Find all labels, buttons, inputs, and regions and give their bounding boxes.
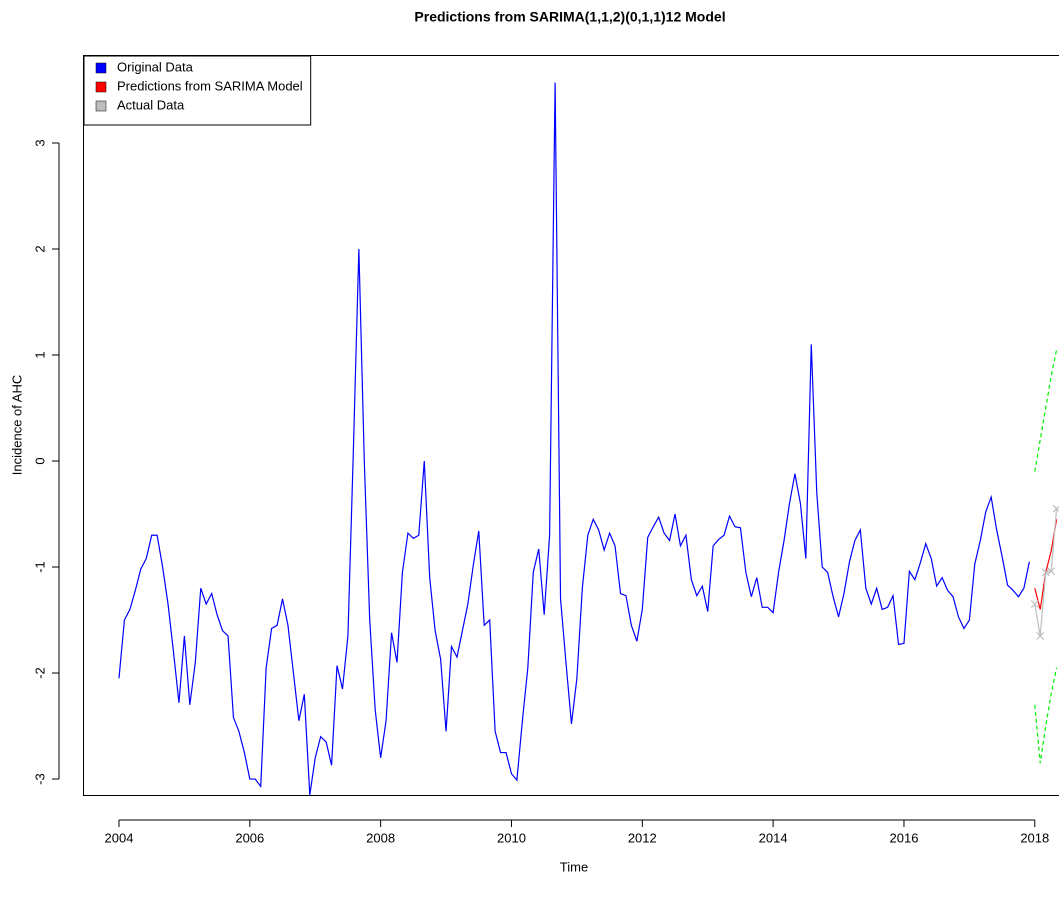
y-tick-label: -3 [32,773,47,785]
x-tick-label: 2008 [366,830,395,845]
legend-label: Actual Data [117,97,185,112]
x-tick-label: 2006 [235,830,264,845]
legend-label: Original Data [117,59,194,74]
legend-swatch [96,101,106,111]
y-tick-label: -1 [32,561,47,573]
x-tick-label: 2012 [628,830,657,845]
legend-swatch [96,63,106,73]
legend-label: Predictions from SARIMA Model [117,78,303,93]
series-line [1035,519,1057,609]
series-line [119,83,1029,795]
y-tick-label: 1 [32,351,47,358]
legend-swatch [96,82,106,92]
y-tick-label: 2 [32,245,47,252]
x-tick-label: 2014 [759,830,788,845]
y-axis-label: Incidence of AHC [9,375,24,475]
chart-title: Predictions from SARIMA(1,1,2)(0,1,1)12 … [414,9,725,25]
x-tick-label: 2004 [105,830,134,845]
y-tick-label: 0 [32,457,47,464]
x-tick-label: 2010 [497,830,526,845]
x-tick-label: 2016 [890,830,919,845]
plot-frame [84,56,1059,796]
y-tick-label: 3 [32,139,47,146]
plot-area [119,83,1059,795]
y-tick-label: -2 [32,667,47,679]
interval-line [1035,668,1057,763]
x-tick-label: 2018 [1020,830,1049,845]
interval-line [1035,350,1057,472]
x-axis-label: Time [560,859,588,874]
